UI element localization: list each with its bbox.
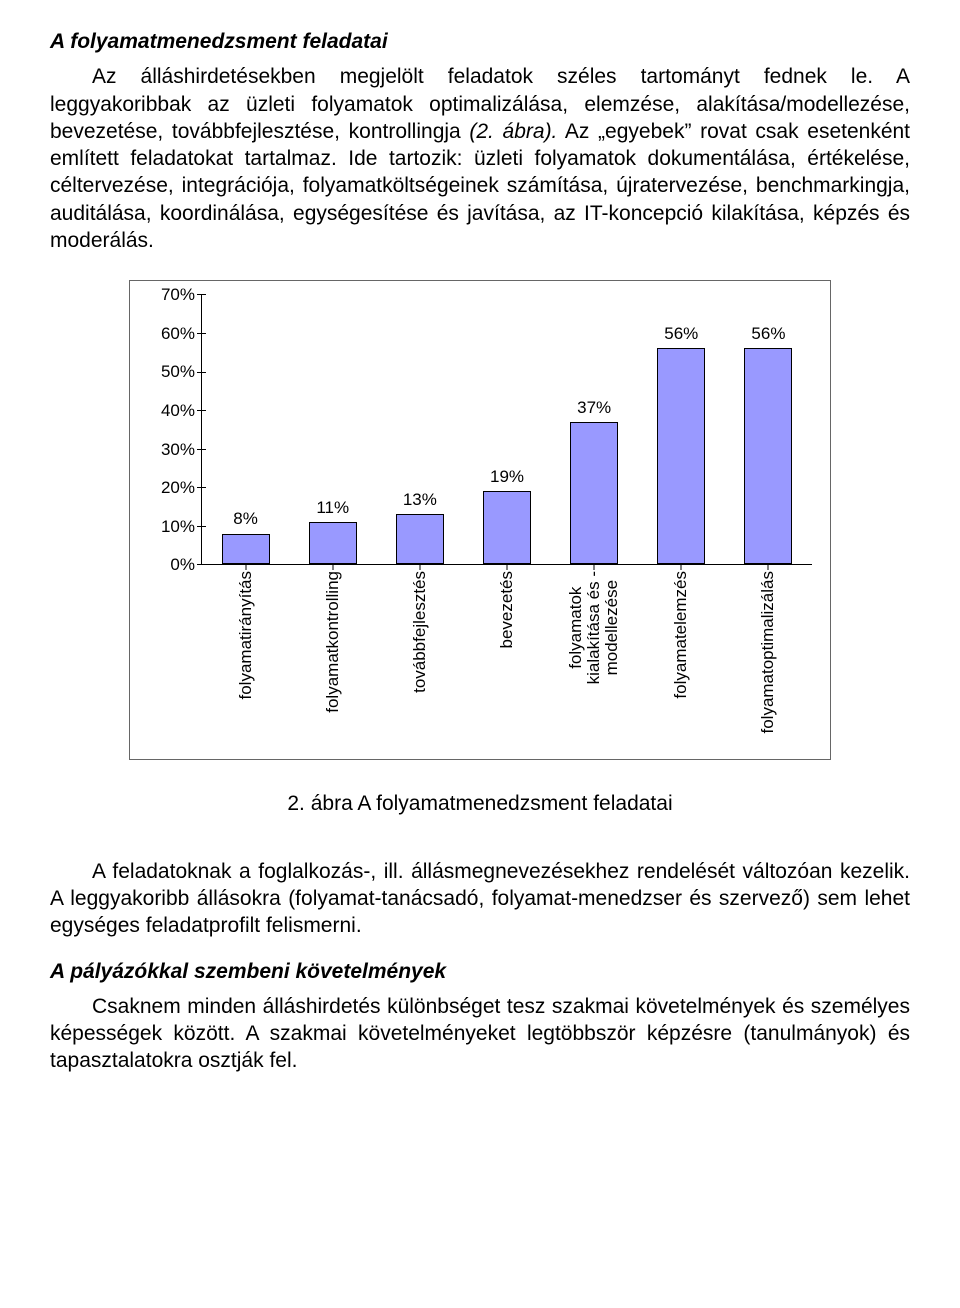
y-tick-label: 40%: [145, 400, 195, 422]
chart-x-labels: folyamatirányítás folyamatkontrolling tová…: [202, 565, 812, 745]
chart-plot-area: 8% 11% 13% 19% 37% 56% 56%: [202, 295, 812, 565]
x-category-label: folyamatirányítás: [237, 571, 255, 700]
bar-value-label: 37%: [577, 397, 611, 419]
chart-bar: 11%: [309, 522, 357, 564]
x-category-label: továbbfejlesztés: [411, 571, 429, 693]
x-category-label: bevezetés: [498, 571, 516, 649]
bar-value-label: 19%: [490, 466, 524, 488]
chart-container: 0% 10% 20% 30% 40% 50% 60% 70% 8% 11% 13% 19% 37% 56…: [50, 280, 910, 760]
x-tick-mark: [245, 564, 246, 570]
y-tick-label: 30%: [145, 439, 195, 461]
x-label-cell: bevezetés: [463, 565, 550, 745]
x-tick-mark: [768, 564, 769, 570]
x-label-cell: folyamatoptimalizálás: [725, 565, 812, 745]
x-label-cell: folyamatkontrolling: [289, 565, 376, 745]
x-category-label: folyamatelemzés: [672, 571, 690, 699]
chart-bar: 37%: [570, 422, 618, 565]
x-label-cell: folyamatokkialakítása és -modellezése: [551, 565, 638, 745]
bar-value-label: 11%: [316, 497, 349, 519]
bar-value-label: 8%: [233, 508, 258, 530]
bar-value-label: 56%: [751, 323, 785, 345]
chart-caption: 2. ábra A folyamatmenedzsment feladatai: [50, 790, 910, 817]
y-tick-label: 70%: [145, 284, 195, 306]
y-tick-label: 0%: [145, 554, 195, 576]
x-tick-mark: [332, 564, 333, 570]
y-tick-label: 20%: [145, 477, 195, 499]
paragraph-3: Csaknem minden álláshirdetés különbséget…: [50, 993, 910, 1075]
paragraph-1-figref: (2. ábra).: [469, 120, 557, 143]
x-label-cell: folyamatelemzés: [638, 565, 725, 745]
x-category-label: folyamatoptimalizálás: [759, 571, 777, 734]
chart-bar: 56%: [744, 348, 792, 564]
paragraph-2-text: A feladatoknak a foglalkozás-, ill. állá…: [50, 860, 910, 938]
y-tick-label: 10%: [145, 516, 195, 538]
bar-value-label: 13%: [403, 489, 437, 511]
chart-bar: 13%: [396, 514, 444, 564]
section-heading-2: A pályázókkal szembeni követelmények: [50, 958, 910, 985]
chart-border: 0% 10% 20% 30% 40% 50% 60% 70% 8% 11% 13% 19% 37% 56…: [129, 280, 831, 760]
x-tick-mark: [506, 564, 507, 570]
chart-bar: 56%: [657, 348, 705, 564]
paragraph-2: A feladatoknak a foglalkozás-, ill. állá…: [50, 858, 910, 940]
x-category-label: folyamatkontrolling: [324, 571, 342, 713]
section-heading-1: A folyamatmenedzsment feladatai: [50, 28, 910, 55]
x-tick-mark: [594, 564, 595, 570]
chart-y-axis: 0%10%20%30%40%50%60%70%: [144, 295, 202, 565]
x-label-cell: továbbfejlesztés: [376, 565, 463, 745]
x-tick-mark: [419, 564, 420, 570]
x-category-label: folyamatokkialakítása és -modellezése: [567, 571, 621, 684]
bar-value-label: 56%: [664, 323, 698, 345]
chart-bar: 19%: [483, 491, 531, 564]
y-tick-label: 60%: [145, 323, 195, 345]
y-tick-label: 50%: [145, 361, 195, 383]
bar-chart: 0%10%20%30%40%50%60%70% 8%11%13%19%37%56…: [144, 295, 812, 565]
x-tick-mark: [681, 564, 682, 570]
x-label-cell: folyamatirányítás: [202, 565, 289, 745]
chart-bar: 8%: [222, 534, 270, 565]
paragraph-3-text: Csaknem minden álláshirdetés különbséget…: [50, 995, 910, 1073]
paragraph-1: Az álláshirdetésekben megjelölt feladato…: [50, 63, 910, 254]
